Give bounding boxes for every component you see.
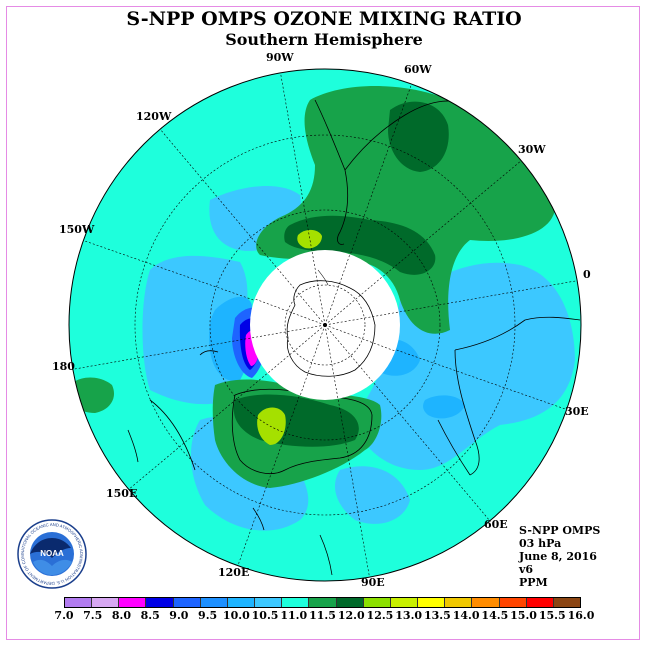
contour-10-5-east <box>350 262 575 470</box>
colorbar-swatch <box>119 598 147 607</box>
colorbar-ticks: 7.0 7.5 8.0 8.5 9.0 9.5 10.0 10.5 11.0 11.5 12.0 12… <box>54 609 594 623</box>
colorbar-swatch <box>92 598 120 607</box>
colorbar-tick-label: 14.5 <box>481 609 509 622</box>
colorbar-swatch <box>255 598 283 607</box>
info-date: June 8, 2016 <box>519 550 597 563</box>
colorbar-tick-label: 11.0 <box>280 609 308 622</box>
graticule <box>69 69 581 581</box>
lon-label-180: 180 <box>52 360 75 373</box>
colorbar-swatch <box>200 598 228 607</box>
colorbar-swatch <box>363 598 391 607</box>
colorbar-swatch <box>65 598 93 607</box>
lon-label-120w: 120W <box>136 110 172 123</box>
info-product: S-NPP OMPS <box>519 524 601 537</box>
colorbar-tick-label: 10.0 <box>222 609 250 622</box>
colorbar-tick-label: 8.5 <box>140 609 160 622</box>
colorbar-swatch <box>282 598 310 607</box>
map-title: S-NPP OMPS OZONE MIXING RATIO <box>126 8 522 30</box>
contour-12-5-south <box>257 407 286 445</box>
colorbar-swatch <box>445 598 473 607</box>
colorbar-swatch <box>418 598 446 607</box>
lon-label-30e: 30E <box>565 405 589 418</box>
pole-graticule <box>250 250 400 400</box>
contour-12-0-center <box>284 215 436 275</box>
colorbar-swatch <box>526 598 554 607</box>
colorbar-swatch <box>336 598 364 607</box>
colorbar-tick-label: 12.5 <box>366 609 394 622</box>
colorbar-tick-label: 9.0 <box>169 609 189 622</box>
colorbar-tick-label: 9.5 <box>198 609 218 622</box>
lon-label-120e: 120E <box>218 566 250 579</box>
info-units: PPM <box>519 576 548 589</box>
colorbar <box>64 597 581 608</box>
lon-label-0: 0 <box>583 268 591 281</box>
product-info: S-NPP OMPS 03 hPa June 8, 2016 v6 PPM <box>519 524 600 589</box>
colorbar-tick-label: 15.0 <box>510 609 537 622</box>
south-pole-dot <box>323 323 327 327</box>
lon-label-90e: 90E <box>361 576 385 589</box>
map-border <box>68 68 582 582</box>
map-subtitle: Southern Hemisphere <box>225 30 423 49</box>
colorbar-tick-label: 12.0 <box>337 609 365 622</box>
contour-10-5-bottom <box>335 466 410 524</box>
colorbar-tick-label: 13.5 <box>423 609 451 622</box>
colorbar-tick-label: 8.0 <box>111 609 132 622</box>
colorbar-swatch <box>227 598 256 607</box>
colorbar-tick-label: 16.0 <box>567 609 595 622</box>
colorbar-tick-label: 14.0 <box>452 609 480 622</box>
lon-label-60e: 60E <box>484 518 508 531</box>
colorbar-swatch <box>146 598 174 607</box>
lon-label-90w: 90W <box>266 51 294 64</box>
colorbar-swatch <box>499 598 527 607</box>
colorbar-tick-label: 15.5 <box>538 609 566 622</box>
logo-text: NOAA <box>40 549 64 558</box>
info-version: v6 <box>519 563 534 576</box>
contour-10-0-southeast <box>423 395 465 419</box>
colorbar-swatch <box>390 598 419 607</box>
colorbar-tick-label: 7.5 <box>83 609 103 622</box>
contour-12-5-north <box>297 229 322 249</box>
lon-label-150e: 150E <box>106 487 138 500</box>
colorbar-swatch <box>309 598 337 607</box>
lon-label-150w: 150W <box>59 223 95 236</box>
lon-label-30w: 30W <box>518 143 546 156</box>
plot-frame <box>6 6 640 640</box>
contour-12-0-north <box>388 101 449 172</box>
colorbar-tick-label: 11.5 <box>309 609 336 622</box>
colorbar-tick-label: 7.0 <box>54 609 74 622</box>
colorbar-swatch <box>472 598 500 607</box>
colorbar-tick-label: 13.0 <box>395 609 423 622</box>
colorbar-swatch <box>553 598 580 607</box>
colorbar-swatch <box>173 598 201 607</box>
info-level: 03 hPa <box>519 537 562 550</box>
ozone-field <box>69 69 581 581</box>
colorbar-tick-label: 10.5 <box>251 609 279 622</box>
noaa-logo: NATIONAL OCEANIC AND ATMOSPHERIC ADMINIS… <box>16 518 87 589</box>
antarctica <box>286 269 376 377</box>
lon-label-60w: 60W <box>404 63 432 76</box>
contour-11-5-north <box>256 86 556 334</box>
